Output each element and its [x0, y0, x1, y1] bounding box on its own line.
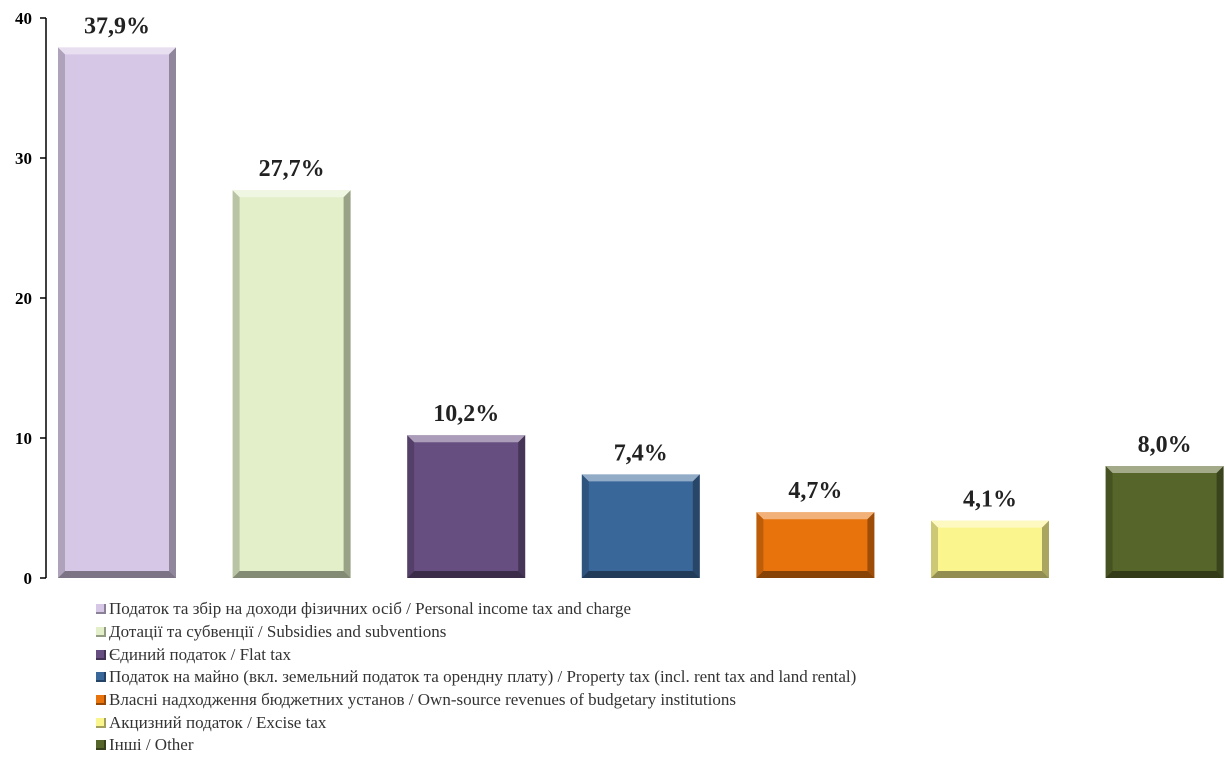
legend-swatch — [96, 717, 106, 728]
bar-bevel-bottom — [407, 571, 526, 578]
bar-bevel-right — [518, 435, 526, 578]
bar-bevel-bottom — [1105, 571, 1224, 578]
data-label: 37,9% — [84, 13, 150, 39]
bar-bevel-top — [58, 47, 176, 55]
legend-label: Податок та збір на доходи фізичних осіб … — [109, 599, 632, 619]
bar — [931, 520, 1049, 578]
data-labels-group: 37,9% 27,7% 10,2% 7,4% 4,7% 4,1% 8,0% — [84, 13, 1192, 512]
bar-bevel-top — [1105, 466, 1224, 473]
legend-item: Податок та збір на доходи фізичних осіб … — [96, 598, 856, 621]
bar-bevel-left — [931, 520, 938, 578]
y-tick-label: 10 — [15, 429, 32, 448]
bar-bevel-left — [407, 435, 415, 578]
bar — [58, 47, 176, 578]
legend-label: Податок на майно (вкл. земельний податок… — [109, 667, 857, 687]
bar-bevel-right — [1042, 520, 1049, 578]
bar — [581, 474, 700, 578]
bar — [756, 512, 875, 578]
bar-bevel-right — [1216, 466, 1224, 578]
legend-swatch — [96, 695, 106, 706]
y-tick-label: 0 — [24, 569, 33, 588]
bar-chart: 0 10 20 30 40 37,9% 27,7% 10,2% 7,4% 4,7% 4,1% 8,0… — [15, 9, 1224, 588]
bar-bevel-right — [867, 512, 875, 578]
bar — [407, 435, 526, 578]
bar-bevel-top — [407, 435, 526, 443]
data-label: 4,1% — [963, 487, 1017, 513]
y-tick-label: 40 — [15, 9, 32, 28]
bar-bevel-bottom — [931, 571, 1049, 578]
data-label: 4,7% — [788, 478, 842, 504]
legend-item: Податок на майно (вкл. земельний податок… — [96, 666, 856, 689]
legend-label: Власні надходження бюджетних установ / O… — [109, 690, 736, 710]
legend: Податок та збір на доходи фізичних осіб … — [96, 598, 856, 757]
y-tick-label: 30 — [15, 149, 32, 168]
data-label: 10,2% — [433, 401, 499, 427]
bar-bevel-left — [756, 512, 764, 578]
y-tick-label: 20 — [15, 289, 32, 308]
bar-bevel-bottom — [756, 571, 875, 578]
bar-bevel-right — [343, 190, 351, 578]
bar-bevel-bottom — [58, 571, 176, 578]
bar-bevel-top — [581, 474, 700, 482]
bar-body — [1105, 466, 1224, 578]
legend-item: Інші / Other — [96, 734, 856, 757]
bar-bevel-top — [756, 512, 875, 520]
bar-bevel-top — [931, 520, 1049, 528]
legend-label: Єдиний податок / Flat tax — [109, 644, 292, 664]
bar-bevel-left — [581, 474, 589, 578]
legend-item: Акцизний податок / Excise tax — [96, 711, 856, 734]
bar-bevel-bottom — [232, 571, 351, 578]
legend-swatch — [96, 649, 106, 660]
legend-label: Дотації та субвенції / Subsidies and sub… — [109, 622, 447, 642]
bar-bevel-right — [692, 474, 700, 578]
bar-body — [931, 520, 1049, 578]
bar-body — [232, 190, 351, 578]
data-label: 7,4% — [614, 440, 668, 466]
legend-swatch — [96, 672, 106, 683]
legend-label: Інші / Other — [109, 735, 194, 755]
bar-bevel-left — [232, 190, 240, 578]
legend-label: Акцизний податок / Excise tax — [109, 712, 327, 732]
bar-bevel-bottom — [581, 571, 700, 578]
bar — [232, 190, 351, 578]
bar-bevel-right — [169, 47, 176, 578]
data-label: 27,7% — [259, 156, 325, 182]
legend-item: Єдиний податок / Flat tax — [96, 643, 856, 666]
bar — [1105, 466, 1224, 578]
legend-swatch — [96, 604, 106, 615]
legend-item: Власні надходження бюджетних установ / O… — [96, 689, 856, 712]
bars-group — [58, 47, 1224, 578]
bar-bevel-left — [58, 47, 65, 578]
legend-swatch — [96, 740, 106, 751]
legend-item: Дотації та субвенції / Subsidies and sub… — [96, 621, 856, 644]
legend-swatch — [96, 627, 106, 638]
bar-bevel-top — [232, 190, 351, 198]
bar-body — [581, 474, 700, 578]
bar-body — [58, 47, 176, 578]
bar-body — [407, 435, 526, 578]
data-label: 8,0% — [1138, 432, 1192, 458]
y-axis-ticks: 0 10 20 30 40 — [15, 9, 46, 588]
bar-bevel-left — [1105, 466, 1113, 578]
bar-body — [756, 512, 875, 578]
